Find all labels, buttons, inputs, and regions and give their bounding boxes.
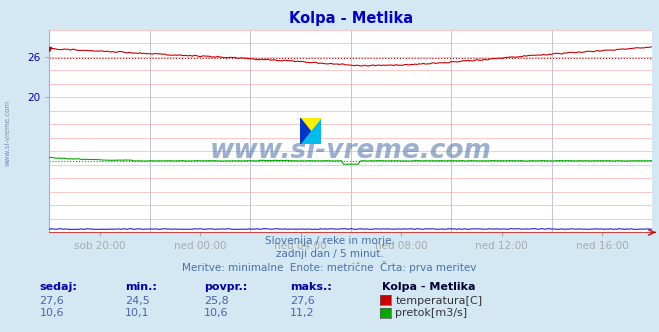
Text: zadnji dan / 5 minut.: zadnji dan / 5 minut.	[275, 249, 384, 259]
Text: min.:: min.:	[125, 283, 157, 292]
Text: Meritve: minimalne  Enote: metrične  Črta: prva meritev: Meritve: minimalne Enote: metrične Črta:…	[183, 261, 476, 273]
Text: pretok[m3/s]: pretok[m3/s]	[395, 308, 467, 318]
Text: 25,8: 25,8	[204, 296, 229, 306]
Text: 10,1: 10,1	[125, 308, 150, 318]
Text: povpr.:: povpr.:	[204, 283, 248, 292]
Text: Kolpa - Metlika: Kolpa - Metlika	[382, 283, 476, 292]
Text: 10,6: 10,6	[204, 308, 229, 318]
Text: 24,5: 24,5	[125, 296, 150, 306]
Polygon shape	[310, 118, 321, 131]
Polygon shape	[300, 118, 310, 144]
Text: sedaj:: sedaj:	[40, 283, 77, 292]
Text: 10,6: 10,6	[40, 308, 64, 318]
Text: 11,2: 11,2	[290, 308, 314, 318]
Polygon shape	[300, 118, 321, 144]
Text: temperatura[C]: temperatura[C]	[395, 296, 482, 306]
Polygon shape	[300, 118, 321, 144]
Text: Slovenija / reke in morje.: Slovenija / reke in morje.	[264, 236, 395, 246]
Text: 27,6: 27,6	[290, 296, 315, 306]
Polygon shape	[300, 131, 310, 144]
Text: maks.:: maks.:	[290, 283, 331, 292]
Text: www.si-vreme.com: www.si-vreme.com	[210, 138, 492, 164]
Title: Kolpa - Metlika: Kolpa - Metlika	[289, 11, 413, 26]
Polygon shape	[300, 118, 310, 131]
Text: www.si-vreme.com: www.si-vreme.com	[5, 100, 11, 166]
Polygon shape	[310, 131, 321, 144]
Text: 27,6: 27,6	[40, 296, 65, 306]
